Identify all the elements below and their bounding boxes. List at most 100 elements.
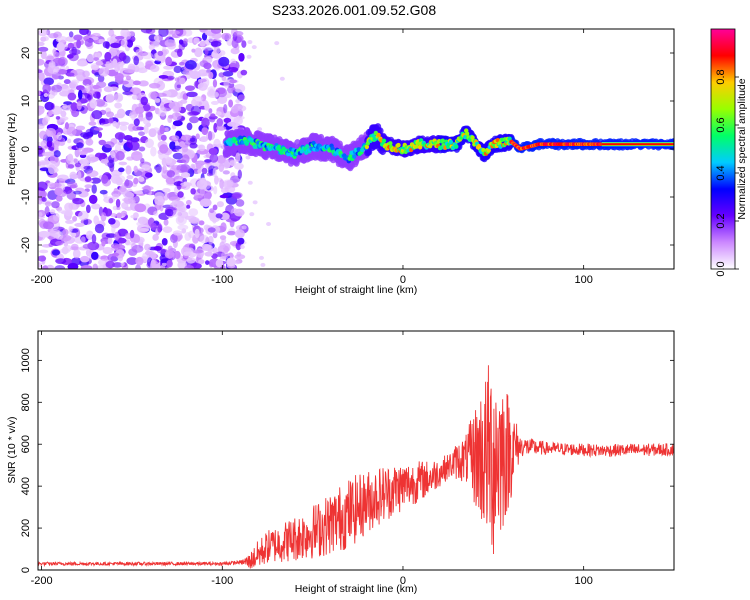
snr-y-ticks: 0 200 400 600 800 1000 <box>20 348 674 573</box>
x-tick-label: 0 <box>400 274 406 286</box>
noise-blob <box>59 117 66 123</box>
noise-blob <box>178 61 185 66</box>
noise-blob <box>142 104 151 112</box>
noise-blob <box>240 69 248 76</box>
noise-blob <box>220 222 227 233</box>
noise-blob <box>178 39 184 45</box>
noise-blob <box>154 195 165 206</box>
noise-blob <box>157 223 163 233</box>
noise-blob <box>123 191 135 199</box>
noise-blob <box>111 252 120 257</box>
noise-blob <box>130 214 139 219</box>
snr-panel: -200 -100 0 100 0 200 400 600 800 1000 Height of… <box>6 330 675 595</box>
noise-blob <box>38 123 45 130</box>
noise-blob <box>161 157 167 166</box>
noise-blob <box>62 103 68 110</box>
noise-blob <box>186 257 196 264</box>
noise-blob <box>233 30 244 37</box>
noise-blob <box>100 212 107 222</box>
noise-blob <box>176 164 188 174</box>
noise-blob <box>57 209 68 214</box>
snr-content <box>38 365 674 569</box>
y-tick-label: 0 <box>20 567 32 573</box>
noise-blob <box>220 212 230 221</box>
noise-blob <box>125 165 132 175</box>
noise-blob <box>120 210 128 217</box>
noise-blob <box>38 230 50 238</box>
noise-blob <box>48 109 53 116</box>
noise-blob <box>245 155 251 160</box>
noise-blob <box>40 50 47 60</box>
noise-blob <box>54 265 66 269</box>
ridge-core <box>364 144 370 150</box>
noise-blob <box>166 170 176 178</box>
noise-blob <box>74 162 82 168</box>
y-tick-label: 20 <box>20 47 32 59</box>
noise-blob <box>221 251 229 260</box>
noise-blob <box>231 106 239 114</box>
noise-blob <box>158 107 167 117</box>
noise-blob <box>187 110 199 117</box>
y-tick-label: -20 <box>20 237 32 253</box>
noise-blob <box>217 154 226 164</box>
x-tick-label: 0 <box>400 575 406 587</box>
colorbar-tick-label: 0.6 <box>715 117 727 132</box>
noise-blob <box>98 67 110 77</box>
noise-blob <box>111 225 116 234</box>
noise-blob <box>209 208 215 214</box>
noise-blob <box>180 172 191 178</box>
noise-blob <box>69 174 79 180</box>
noise-blob <box>67 262 79 269</box>
noise-blob <box>38 262 43 268</box>
noise-blob <box>143 124 149 134</box>
noise-blob <box>180 134 193 141</box>
noise-blob <box>72 197 84 205</box>
noise-blob <box>133 234 141 243</box>
chart-title: S233.2026.001.09.52.G08 <box>272 2 436 18</box>
y-tick-label: 0 <box>20 146 32 152</box>
noise-blob <box>171 135 180 141</box>
noise-blob <box>88 194 98 204</box>
noise-blob <box>215 213 223 219</box>
noise-blob <box>171 112 182 121</box>
noise-blob <box>38 58 45 66</box>
noise-blob <box>171 200 178 205</box>
noise-blob <box>194 47 203 58</box>
noise-blob <box>49 209 56 215</box>
noise-blob <box>169 30 180 35</box>
noise-blob <box>161 262 167 267</box>
noise-blob <box>173 145 182 150</box>
snr-x-ticks: -200 -100 0 100 <box>31 331 593 587</box>
noise-blob <box>112 193 120 199</box>
noise-blob <box>115 198 121 208</box>
noise-blob <box>46 140 53 148</box>
noise-blob <box>172 230 183 236</box>
noise-blob <box>220 187 230 194</box>
noise-blob <box>141 52 153 60</box>
x-tick-label: -100 <box>211 274 233 286</box>
noise-blob <box>124 199 136 205</box>
snr-x-axis-label: Height of straight line (km) <box>295 583 418 595</box>
noise-blob <box>55 258 67 265</box>
ridge-core <box>440 138 445 143</box>
noise-blob <box>70 243 79 250</box>
noise-blob <box>252 200 258 205</box>
noise-blob <box>39 161 50 165</box>
noise-blob <box>62 228 69 236</box>
noise-blob <box>184 60 197 70</box>
noise-blob <box>74 222 85 228</box>
snr-plot-area <box>38 365 674 569</box>
noise-blob <box>105 93 115 103</box>
noise-blob <box>162 164 167 174</box>
noise-blob <box>153 35 160 41</box>
noise-blob <box>204 251 214 257</box>
noise-blob <box>184 265 195 269</box>
noise-blob <box>226 159 238 164</box>
noise-blob <box>104 51 112 62</box>
ridge-core <box>238 135 243 140</box>
noise-blob <box>38 198 43 205</box>
ridge-core <box>370 133 376 138</box>
noise-blob <box>192 96 204 102</box>
noise-blob <box>86 94 92 100</box>
noise-blob <box>198 220 205 226</box>
